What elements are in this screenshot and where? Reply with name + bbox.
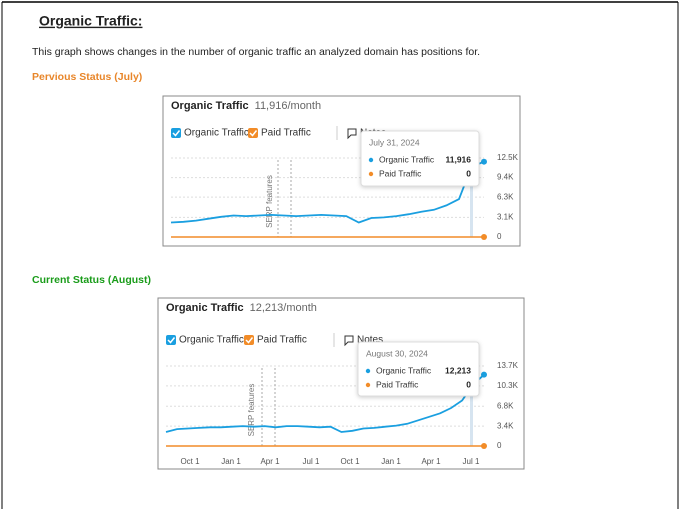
legend-label: Organic Traffic (179, 335, 244, 346)
checkmark (167, 337, 176, 344)
widget-title: Organic Traffic (171, 100, 249, 112)
x-tick-label: Apr 1 (260, 457, 280, 466)
section-label: Current Status (August) (32, 274, 151, 286)
widget-summary: 12,213/month (250, 302, 317, 314)
checkmark (172, 130, 181, 137)
legend-label: Paid Traffic (257, 335, 307, 346)
y-tick-label: 10.3K (497, 381, 519, 390)
section-label: Pervious Status (July) (32, 71, 142, 83)
tooltip-name: Organic Traffic (376, 365, 432, 375)
tooltip (357, 341, 480, 397)
x-tick-label: Jan 1 (221, 457, 241, 466)
serp-label: SERP features (247, 384, 256, 437)
notes-icon (344, 335, 354, 347)
x-tick-label: Jan 1 (381, 457, 401, 466)
legend-label: Paid Traffic (261, 128, 311, 139)
hover-dot (481, 234, 487, 240)
widget-title: Organic Traffic (166, 302, 244, 314)
tooltip-name: Paid Traffic (379, 168, 422, 178)
y-tick-label: 3.4K (497, 421, 514, 430)
legend-label: Organic Traffic (184, 128, 249, 139)
notes-icon (347, 128, 357, 140)
legend-checkbox (171, 128, 181, 138)
x-tick-label: Apr 1 (421, 457, 441, 466)
hover-dot (481, 158, 487, 165)
series-line (165, 374, 485, 433)
y-tick-label: 3.1K (497, 213, 514, 222)
checkmark (245, 337, 254, 344)
hover-dot (481, 371, 487, 378)
x-tick-label: Oct 1 (340, 457, 360, 466)
x-tick-label: Jul 1 (303, 457, 320, 466)
intro: This graph shows changes in the number o… (32, 46, 480, 58)
tooltip-name: Paid Traffic (376, 379, 419, 389)
tooltip-value: 12,213 (445, 365, 471, 375)
tooltip-value: 0 (466, 379, 471, 389)
y-tick-label: 0 (497, 441, 502, 450)
tooltip-dot (368, 157, 374, 163)
hover-cursor (470, 158, 473, 237)
serp-label: SERP features (265, 175, 274, 228)
tooltip-value: 0 (466, 168, 471, 178)
notes-label: Notes (357, 335, 383, 346)
checkmark (249, 130, 258, 137)
y-tick-label: 0 (497, 232, 502, 241)
legend-checkbox (166, 335, 176, 345)
tooltip-name: Organic Traffic (379, 154, 435, 164)
doc-title: Organic Traffic: (39, 13, 142, 29)
y-tick-label: 6.8K (497, 401, 514, 410)
widget-summary: 11,916/month (255, 100, 321, 112)
series-line (170, 160, 485, 224)
legend-checkbox (244, 335, 254, 345)
tooltip-dot (365, 368, 371, 374)
hover-dot (481, 443, 487, 449)
tooltip-value: 11,916 (445, 154, 471, 164)
tooltip-date: July 31, 2024 (369, 137, 420, 147)
y-tick-label: 9.4K (497, 173, 514, 182)
x-tick-label: Oct 1 (180, 457, 200, 466)
y-tick-label: 6.3K (497, 192, 514, 201)
x-tick-label: Jul 1 (463, 457, 480, 466)
tooltip-dot (365, 382, 371, 388)
hover-cursor (470, 366, 473, 446)
y-tick-label: 12.5K (497, 153, 519, 162)
tooltip (360, 130, 480, 187)
y-tick-label: 13.7K (497, 361, 519, 370)
tooltip-date: August 30, 2024 (366, 348, 428, 358)
tooltip-dot (368, 171, 374, 177)
legend-checkbox (248, 128, 258, 138)
